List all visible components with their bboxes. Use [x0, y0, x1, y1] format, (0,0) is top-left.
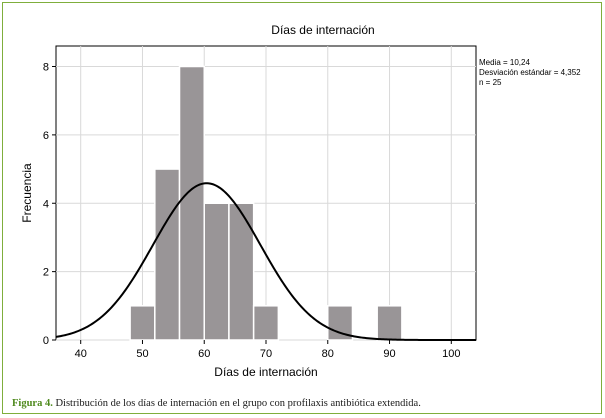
histogram-bars	[129, 65, 403, 341]
stats-n: n = 25	[479, 78, 502, 87]
x-tick-label-50: 50	[136, 348, 148, 360]
histogram-bar-56-60	[178, 65, 205, 341]
figure-caption: Figura 4. Distribución de los días de in…	[12, 398, 421, 409]
histogram-bar-88-92	[376, 305, 403, 341]
x-tick-label-70: 70	[260, 348, 272, 360]
y-tick-label-4: 4	[43, 198, 49, 210]
y-axis-label: Frecuencia	[20, 163, 34, 223]
y-tick-label-8: 8	[43, 62, 49, 74]
figure-frame: Días de internación 0 2 4 6 8 40 50 60 70 80 90 100…	[2, 2, 602, 414]
histogram-bar-60-64	[203, 202, 230, 341]
axis-ticks: 0 2 4 6 8 40 50 60 70 80 90 100	[43, 62, 461, 360]
histogram-bar-52-56	[154, 168, 181, 341]
y-tick-label-2: 2	[43, 267, 49, 279]
y-tick-label-0: 0	[43, 335, 49, 347]
chart-title: Días de internación	[271, 23, 374, 37]
x-tick-label-100: 100	[442, 348, 460, 360]
x-tick-label-90: 90	[383, 348, 395, 360]
caption-text: Distribución de los días de internación …	[52, 398, 421, 409]
x-axis-label: Días de internación	[214, 365, 317, 379]
histogram-bar-68-72	[252, 305, 280, 341]
x-tick-label-60: 60	[198, 348, 210, 360]
y-tick-label-6: 6	[43, 130, 49, 142]
stats-mean: Media = 10,24	[479, 58, 530, 67]
grid-lines	[56, 46, 476, 341]
stats-sd: Desviación estándar = 4,352	[479, 68, 581, 77]
normal-curve	[55, 182, 476, 341]
histogram-chart: Días de internación 0 2 4 6 8 40 50 60 70 80 90 100…	[20, 23, 581, 379]
x-tick-label-80: 80	[322, 348, 334, 360]
histogram-bar-48-52	[129, 305, 156, 341]
caption-label: Figura 4.	[12, 398, 53, 409]
histogram-bar-64-68	[228, 202, 255, 341]
x-tick-label-40: 40	[75, 348, 87, 360]
